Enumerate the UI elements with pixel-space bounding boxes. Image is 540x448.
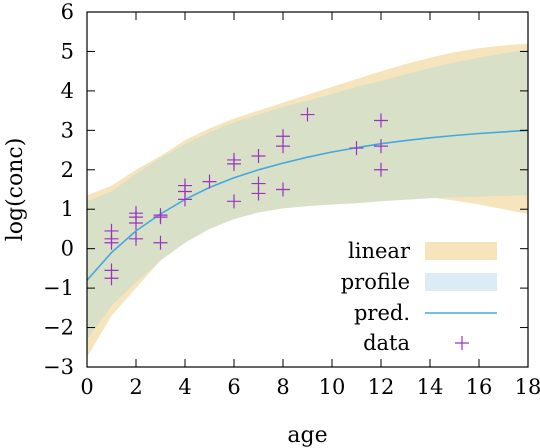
- data-point: [104, 235, 119, 250]
- profile-band: [87, 49, 528, 340]
- y-tick-label: 4: [61, 79, 74, 103]
- data-point: [202, 174, 217, 189]
- x-tick-label: 16: [466, 375, 493, 399]
- legend-label: linear: [348, 239, 411, 263]
- data-point: [300, 107, 315, 122]
- legend-label: profile: [341, 270, 410, 294]
- x-axis: 0 2 4 6 8 10 12 14 16 18: [80, 12, 540, 399]
- legend-label: pred.: [354, 301, 410, 325]
- x-tick-label: 4: [178, 375, 191, 399]
- x-tick-label: 8: [276, 375, 289, 399]
- x-axis-label: age: [287, 423, 327, 448]
- data-points: [104, 107, 388, 286]
- legend-swatch-profile: [425, 273, 497, 291]
- confidence-bands: [87, 43, 528, 358]
- y-tick-label: 3: [61, 118, 74, 142]
- data-point: [251, 186, 266, 201]
- data-point: [153, 210, 168, 225]
- x-tick-label: 18: [515, 375, 540, 399]
- plot-frame: [86, 11, 529, 368]
- x-tick-label: 12: [368, 375, 395, 399]
- y-tick-label: 5: [61, 39, 74, 63]
- y-axis-label: log(conc): [3, 138, 28, 242]
- data-point: [374, 139, 388, 154]
- data-point: [178, 192, 192, 207]
- legend-swatch-data: [455, 336, 469, 350]
- data-point: [374, 113, 388, 128]
- data-point: [374, 162, 388, 177]
- data-point: [153, 235, 168, 250]
- y-tick-label: −2: [43, 316, 74, 340]
- y-tick-label: 2: [61, 158, 74, 182]
- data-point: [276, 139, 290, 154]
- data-point: [349, 141, 364, 156]
- y-axis: −3 −2 −1 0 1 2 3 4 5 6: [43, 0, 528, 379]
- data-point: [276, 182, 290, 197]
- x-tick-label: 2: [129, 375, 142, 399]
- x-tick-label: 14: [417, 375, 444, 399]
- data-point: [129, 231, 143, 246]
- data-point: [104, 271, 119, 286]
- legend-swatch-linear: [425, 242, 497, 260]
- y-tick-label: −1: [43, 276, 74, 300]
- x-tick-label: 6: [227, 375, 240, 399]
- legend-label: data: [363, 331, 410, 355]
- data-point: [129, 216, 143, 231]
- y-tick-label: 6: [61, 0, 74, 24]
- y-tick-label: 1: [61, 197, 74, 221]
- y-tick-label: 0: [61, 237, 74, 261]
- data-point: [251, 148, 266, 163]
- x-tick-label: 0: [80, 375, 93, 399]
- data-point: [227, 194, 241, 209]
- legend: linear profile pred. data: [341, 239, 497, 355]
- y-tick-label: −3: [43, 355, 74, 379]
- x-tick-label: 10: [319, 375, 346, 399]
- data-point: [227, 156, 241, 171]
